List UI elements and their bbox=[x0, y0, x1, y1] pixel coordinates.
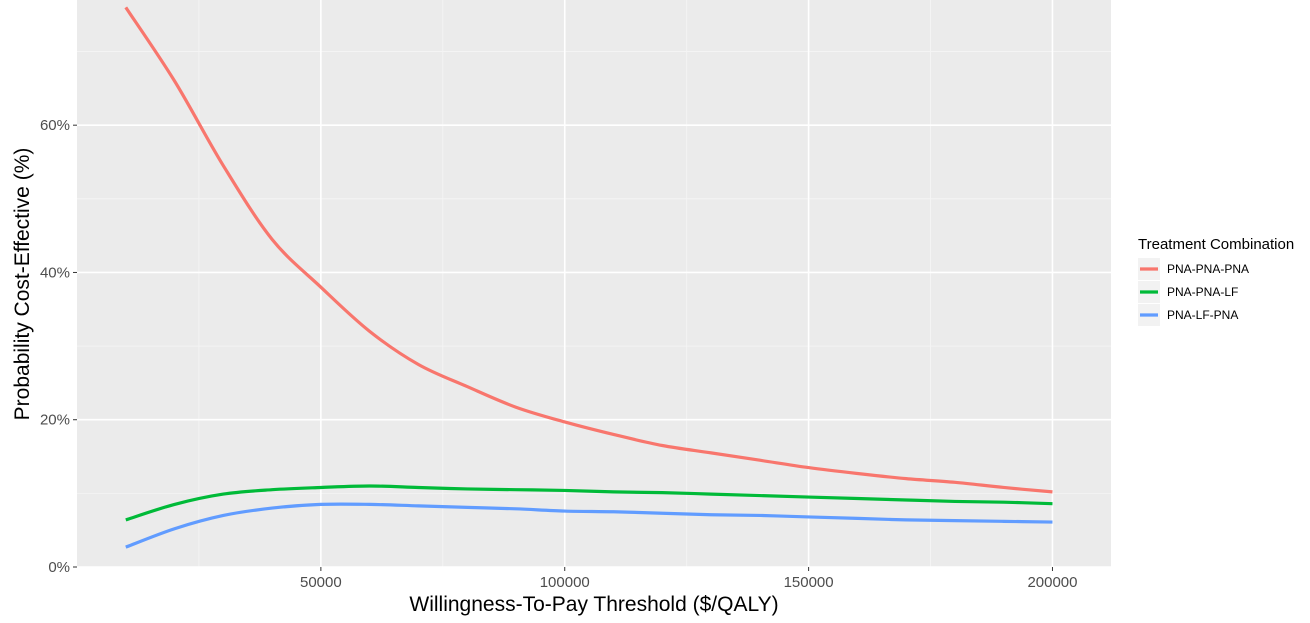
major-gridlines bbox=[77, 0, 1111, 568]
y-axis-title: Probability Cost-Effective (%) bbox=[11, 148, 34, 421]
plot-panel bbox=[77, 0, 1111, 567]
x-axis-title: Willingness-To-Pay Threshold ($/QALY) bbox=[409, 593, 778, 616]
legend: Treatment Combination PNA-PNA-PNAPNA-PNA… bbox=[1138, 236, 1294, 326]
series-line-pna-pna-lf bbox=[125, 484, 1053, 522]
y-tick-label: 60% bbox=[40, 117, 70, 134]
series-line-pna-pna-pna bbox=[124, 6, 1053, 494]
minor-gridlines bbox=[77, 0, 1111, 567]
legend-title: Treatment Combination bbox=[1138, 236, 1294, 253]
legend-label-pna-lf-pna: PNA-LF-PNA bbox=[1167, 308, 1238, 322]
legend-label-pna-pna-lf: PNA-PNA-LF bbox=[1167, 285, 1238, 299]
x-tick-label: 100000 bbox=[540, 574, 590, 591]
x-axis-ticks: 50000 100000 150000 200000 bbox=[300, 567, 1078, 591]
x-tick-label: 200000 bbox=[1027, 574, 1077, 591]
series-line-pna-lf-pna bbox=[125, 502, 1053, 549]
y-axis-ticks: 0% 20% 40% 60% bbox=[40, 117, 77, 576]
y-tick-label: 0% bbox=[48, 559, 70, 576]
x-tick-label: 50000 bbox=[300, 574, 342, 591]
legend-keys: PNA-PNA-PNA PNA-PNA-LF PNA-LF-PNA bbox=[1138, 258, 1249, 326]
y-tick-label: 20% bbox=[40, 412, 70, 429]
y-tick-label: 40% bbox=[40, 264, 70, 281]
series-lines bbox=[124, 6, 1053, 549]
x-tick-label: 150000 bbox=[784, 574, 834, 591]
legend-label-pna-pna-pna: PNA-PNA-PNA bbox=[1167, 262, 1249, 276]
